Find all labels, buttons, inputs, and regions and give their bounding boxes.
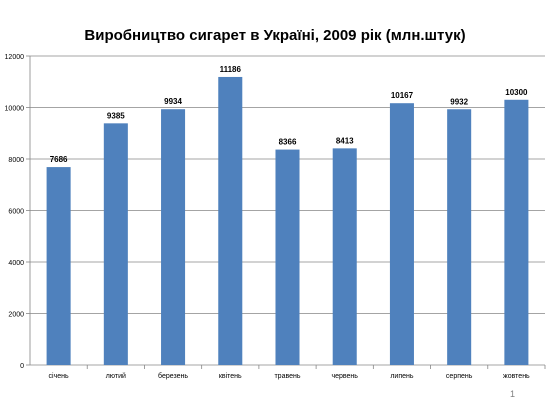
y-tick-label: 6000: [8, 209, 24, 216]
bar-4: [218, 76, 243, 365]
page-number: 1: [510, 389, 516, 399]
x-tick-label: лютий: [106, 372, 126, 380]
data-label: 9934: [164, 97, 182, 106]
data-label: 10167: [391, 91, 414, 100]
labels: 7686 січень 9385 лютий 9934 березень 11186 квіт…: [49, 65, 531, 380]
x-tick-label: травень: [274, 373, 300, 380]
x-tick-label: жовтень: [503, 373, 530, 380]
bars: [46, 76, 529, 366]
data-label: 9385: [107, 111, 125, 120]
x-tick-label: липень: [390, 373, 414, 380]
data-label: 10300: [505, 88, 528, 97]
y-tick-label: 8000: [8, 157, 24, 164]
bar-8: [447, 109, 472, 365]
x-tick-label: січень: [49, 372, 69, 380]
bar-6: [332, 148, 357, 365]
data-label: 8413: [336, 136, 354, 145]
bar-7: [389, 103, 414, 365]
x-tick-label: квітень: [219, 372, 242, 380]
data-label: 11186: [220, 65, 242, 74]
data-label: 8366: [279, 138, 297, 147]
y-tick-label: 0: [20, 363, 24, 370]
y-tick-label: 10000: [5, 106, 25, 113]
bar-2: [103, 123, 128, 366]
chart-title: Виробництво сигарет в Україні, 2009 рік …: [84, 27, 466, 44]
data-label: 9932: [450, 97, 468, 106]
x-tick-label: березень: [158, 372, 188, 380]
bar-9: [504, 99, 529, 366]
y-tick-label: 2000: [8, 312, 24, 319]
y-tick-label: 4000: [8, 260, 24, 267]
y-tick-label: 12000: [5, 54, 25, 61]
bar-5: [275, 149, 300, 365]
data-label: 7686: [50, 155, 68, 164]
x-tick-label: серпень: [446, 373, 473, 380]
bar-3: [161, 109, 186, 366]
bar-1: [46, 167, 71, 365]
x-tick-label: червень: [331, 373, 358, 380]
